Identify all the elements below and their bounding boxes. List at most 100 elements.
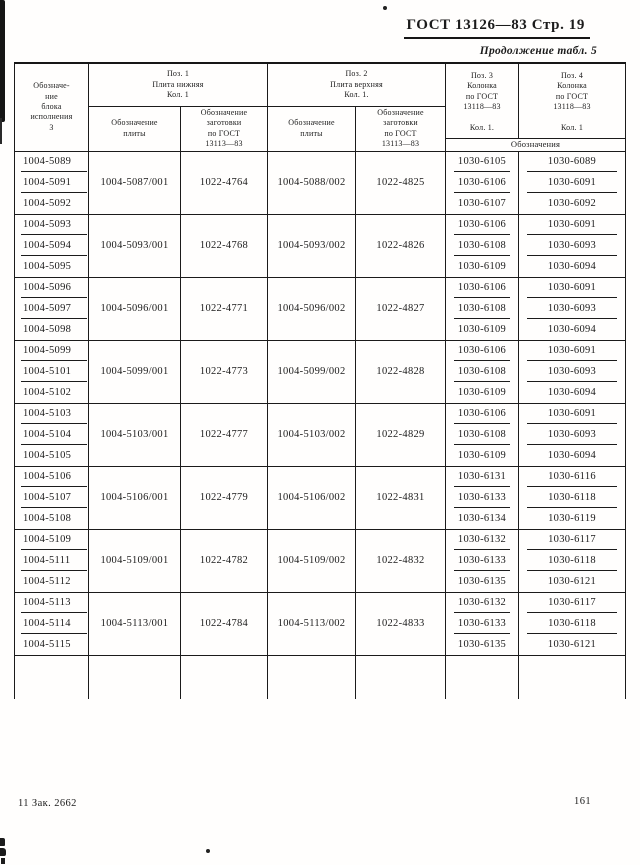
doc-title: ГОСТ 13126—83 Стр. 19 <box>403 17 590 39</box>
table-header: Обозначе- ние блока исполнения 3 Поз. 1 … <box>14 63 627 152</box>
upper-plate-blank-cell: 1022-4826 <box>355 214 446 278</box>
pos3-designation-cell: 1030-6135 <box>445 571 519 593</box>
header-pos1-group: Поз. 1 Плита нижняя Кол. 1 <box>87 63 268 107</box>
pos4-designation-cell: 1030-6093 <box>518 235 627 256</box>
upper-plate-blank-cell: 1022-4828 <box>355 340 446 404</box>
block-designation-cell: 1004-5112 <box>14 571 89 593</box>
pos4-designation-cell: 1030-6093 <box>518 361 627 382</box>
table-row: 1004-5097 1030-6108 1030-6093 <box>14 298 627 319</box>
header-pos4-column: Поз. 4 Колонка по ГОСТ 13118—83 Кол. 1 <box>518 63 627 139</box>
pos4-designation-cell: 1030-6117 <box>518 592 627 613</box>
pos4-designation-cell: 1030-6094 <box>518 445 627 467</box>
table-row: 1004-5108 1030-6134 1030-6119 <box>14 508 627 530</box>
block-designation-cell: 1004-5099 <box>14 340 89 361</box>
lower-plate-blank-cell: 1022-4782 <box>179 529 268 593</box>
header-row-groups: Обозначе- ние блока исполнения 3 Поз. 1 … <box>14 63 627 152</box>
edge-ink-mark <box>1 858 5 864</box>
pos4-designation-cell: 1030-6118 <box>518 487 627 508</box>
block-designation-cell: 1004-5113 <box>14 592 89 613</box>
pos3-designation-cell: 1030-6106 <box>445 340 519 361</box>
table-row: 1004-5092 1030-6107 1030-6092 <box>14 193 627 215</box>
table-row: 1004-5095 1030-6109 1030-6094 <box>14 256 627 278</box>
document-table: Обозначе- ние блока исполнения 3 Поз. 1 … <box>14 62 627 699</box>
header-row-sub: Обозначение плиты Обозначение заготовки … <box>15 106 626 152</box>
pos4-designation-cell: 1030-6117 <box>518 529 627 550</box>
upper-plate-designation-cell: 1004-5106/002 <box>267 466 356 530</box>
ink-speck <box>206 849 210 853</box>
table-row: 1004-5109 1004-5109/001 1022-4782 1004-5109… <box>14 529 627 593</box>
table-row: 1004-5115 1030-6135 1030-6121 <box>14 634 627 656</box>
pos3-designation-cell: 1030-6131 <box>445 466 519 487</box>
header-pos1-blank: Обозначение заготовки по ГОСТ 13113—83 <box>179 106 268 152</box>
empty-cell <box>445 655 519 699</box>
lower-plate-designation-cell: 1004-5096/001 <box>88 277 181 341</box>
pos4-designation-cell: 1030-6121 <box>518 571 627 593</box>
lower-plate-blank-cell: 1022-4777 <box>179 403 268 467</box>
lower-plate-blank-cell: 1022-4764 <box>179 151 268 215</box>
pos4-designation-cell: 1030-6091 <box>518 277 627 298</box>
pos4-designation-cell: 1030-6116 <box>518 466 627 487</box>
upper-plate-blank-cell: 1022-4832 <box>355 529 446 593</box>
pos3-designation-cell: 1030-6108 <box>445 235 519 256</box>
lower-plate-blank-cell: 1022-4779 <box>179 466 268 530</box>
block-designation-cell: 1004-5115 <box>14 634 89 656</box>
pos3-designation-cell: 1030-6132 <box>445 529 519 550</box>
table-row: 1004-5103 1004-5103/001 1022-4777 1004-5103… <box>14 403 627 467</box>
upper-plate-blank-cell: 1022-4831 <box>355 466 446 530</box>
pos4-designation-cell: 1030-6093 <box>518 424 627 445</box>
block-designation-cell: 1004-5096 <box>14 277 89 298</box>
upper-plate-designation-cell: 1004-5093/002 <box>267 214 356 278</box>
upper-plate-designation-cell: 1004-5099/002 <box>267 340 356 404</box>
pos4-designation-cell: 1030-6089 <box>518 151 627 172</box>
pos3-designation-cell: 1030-6133 <box>445 550 519 571</box>
table-row: 1004-5111 1030-6133 1030-6118 <box>14 550 627 571</box>
pos3-designation-cell: 1030-6109 <box>445 382 519 404</box>
pos4-designation-cell: 1030-6091 <box>518 172 627 193</box>
pos3-designation-cell: 1030-6106 <box>445 214 519 235</box>
upper-plate-blank-cell: 1022-4829 <box>355 403 446 467</box>
pos4-designation-cell: 1030-6094 <box>518 319 627 341</box>
pos3-designation-cell: 1030-6133 <box>445 613 519 634</box>
pos3-designation-cell: 1030-6106 <box>445 172 519 193</box>
pos4-designation-cell: 1030-6094 <box>518 382 627 404</box>
print-order-number: 11 Зак. 2662 <box>18 798 77 809</box>
block-designation-cell: 1004-5103 <box>14 403 89 424</box>
upper-plate-blank-cell: 1022-4833 <box>355 592 446 656</box>
empty-cell <box>518 655 627 699</box>
pos3-designation-cell: 1030-6107 <box>445 193 519 215</box>
table-continuation-label: Продолжение табл. 5 <box>479 45 597 57</box>
pos3-designation-cell: 1030-6135 <box>445 634 519 656</box>
block-designation-cell: 1004-5105 <box>14 445 89 467</box>
block-designation-cell: 1004-5109 <box>14 529 89 550</box>
pos4-designation-cell: 1030-6121 <box>518 634 627 656</box>
pos4-designation-cell: 1030-6119 <box>518 508 627 530</box>
pos3-designation-cell: 1030-6106 <box>445 277 519 298</box>
empty-cell <box>267 655 356 699</box>
table-row: 1004-5102 1030-6109 1030-6094 <box>14 382 627 404</box>
pos4-designation-cell: 1030-6091 <box>518 340 627 361</box>
table-row: 1004-5098 1030-6109 1030-6094 <box>14 319 627 341</box>
pos3-designation-cell: 1030-6133 <box>445 487 519 508</box>
lower-plate-designation-cell: 1004-5093/001 <box>88 214 181 278</box>
lower-plate-blank-cell: 1022-4768 <box>179 214 268 278</box>
block-designation-cell: 1004-5094 <box>14 235 89 256</box>
pos3-designation-cell: 1030-6109 <box>445 319 519 341</box>
empty-cell <box>14 655 89 699</box>
pos4-designation-cell: 1030-6091 <box>518 214 627 235</box>
header-pos3-column: Поз. 3 Колонка по ГОСТ 13118—83 Кол. 1. <box>445 63 519 139</box>
pos4-designation-cell: 1030-6091 <box>518 403 627 424</box>
lower-plate-designation-cell: 1004-5113/001 <box>88 592 181 656</box>
pos3-designation-cell: 1030-6109 <box>445 256 519 278</box>
block-designation-cell: 1004-5092 <box>14 193 89 215</box>
empty-cell <box>88 655 181 699</box>
lower-plate-blank-cell: 1022-4771 <box>179 277 268 341</box>
block-designation-cell: 1004-5107 <box>14 487 89 508</box>
pos3-designation-cell: 1030-6108 <box>445 361 519 382</box>
table-row: 1004-5093 1004-5093/001 1022-4768 1004-5093… <box>14 214 627 278</box>
table-row: 1004-5101 1030-6108 1030-6093 <box>14 361 627 382</box>
table-row: 1004-5096 1004-5096/001 1022-4771 1004-5096… <box>14 277 627 341</box>
pos3-designation-cell: 1030-6105 <box>445 151 519 172</box>
block-designation-cell: 1004-5108 <box>14 508 89 530</box>
pos3-designation-cell: 1030-6109 <box>445 445 519 467</box>
